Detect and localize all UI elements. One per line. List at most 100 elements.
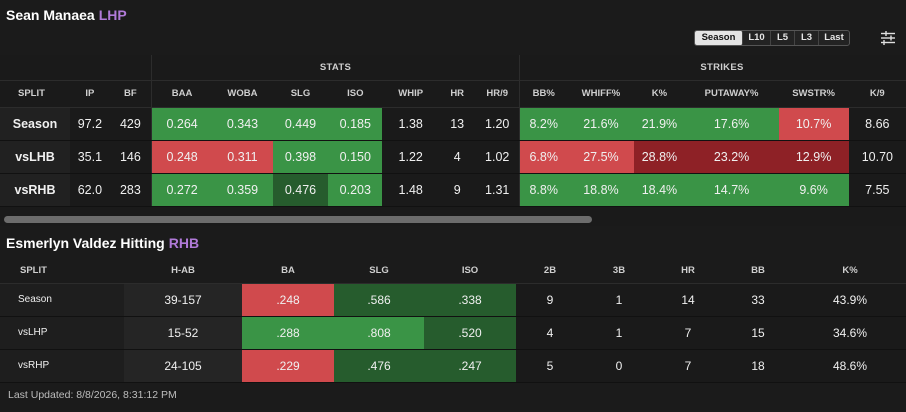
split-label: Season [0,283,124,317]
cell-hr: 7 [654,349,722,383]
pitcher-header: Sean Manaea LHP [6,6,127,24]
cell-ba: .248 [242,283,334,317]
cell-2b: 9 [516,283,584,317]
col-header-k-per-9[interactable]: K/9 [848,79,906,108]
cell-iso: 0.150 [328,140,383,174]
col-header-slg[interactable]: SLG [334,258,424,284]
hitter-hand: RHB [168,235,200,251]
range-tab-l10[interactable]: L10 [743,31,771,45]
range-tab-last[interactable]: Last [824,32,844,43]
table-row: vsLHB 35.1 146 0.248 0.311 0.398 0.150 1.22 4 1.0… [0,140,906,174]
col-header-iso[interactable]: ISO [328,79,383,108]
table-row: vsRHB 62.0 283 0.272 0.359 0.476 0.203 1.48 9 1.3… [0,173,906,207]
cell-baa: 0.248 [151,140,213,174]
col-header-k-pct[interactable]: K% [794,258,906,284]
col-header-baa[interactable]: BAA [151,79,213,108]
horizontal-scrollbar[interactable] [0,214,906,226]
cell-iso: 0.185 [328,107,383,141]
pitching-table: STATS STRIKES SPLIT IP BF BAA WOBA SLG ISO WHIP… [0,55,906,207]
cell-k-pct: 21.9% [634,107,685,141]
col-header-h-ab[interactable]: H-AB [124,258,242,284]
cell-whiff-pct: 18.8% [567,173,635,207]
filter-settings-icon[interactable] [879,30,897,46]
cell-whip: 1.48 [382,173,439,207]
col-header-putaway-pct[interactable]: PUTAWAY% [684,79,779,108]
cell-iso: 0.203 [328,173,383,207]
cell-bb-pct: 8.2% [518,107,568,141]
cell-iso: .338 [424,283,516,317]
range-tab-l3[interactable]: L3 [795,31,819,45]
cell-hr: 13 [438,107,476,141]
cell-whip: 1.38 [382,107,439,141]
group-strikes: STRIKES [518,55,906,80]
cell-k-per-9: 8.66 [848,107,906,141]
col-header-hr-per-9[interactable]: HR/9 [475,79,520,108]
cell-putaway-pct: 17.6% [684,107,779,141]
cell-3b: 0 [584,349,654,383]
split-label: vsRHB [0,173,71,207]
cell-hr: 7 [654,316,722,350]
cell-whip: 1.22 [382,140,439,174]
cell-2b: 4 [516,316,584,350]
cell-slg: 0.476 [272,173,329,207]
hitter-header: Esmerlyn Valdez Hitting RHB [6,234,199,252]
cell-woba: 0.311 [212,140,273,174]
table-row: Season 97.2 429 0.264 0.343 0.449 0.185 1.38 13 1… [0,107,906,141]
cell-slg: 0.449 [272,107,329,141]
cell-iso: .247 [424,349,516,383]
cell-3b: 1 [584,283,654,317]
col-header-iso[interactable]: ISO [424,258,516,284]
col-header-3b[interactable]: 3B [584,258,654,284]
cell-ip: 97.2 [70,107,110,141]
col-header-ip[interactable]: IP [70,79,110,108]
cell-bf: 283 [109,173,152,207]
cell-hr-per-9: 1.02 [475,140,520,174]
range-selector: Season L10 L5 L3 Last [694,30,850,46]
col-header-split[interactable]: SPLIT [0,79,71,108]
cell-h-ab: 39-157 [124,283,242,317]
cell-k-pct: 34.6% [794,316,906,350]
hitting-table-container: SPLIT H-AB BA SLG ISO 2B 3B HR BB K% Season 39-157… [0,258,906,383]
hitting-header-row: SPLIT H-AB BA SLG ISO 2B 3B HR BB K% [0,258,906,284]
col-header-split[interactable]: SPLIT [0,258,124,284]
hitter-name: Esmerlyn Valdez Hitting [6,235,165,251]
col-header-whiff-pct[interactable]: WHIFF% [567,79,635,108]
cell-bb: 15 [722,316,794,350]
col-header-ba[interactable]: BA [242,258,334,284]
group-stats: STATS [151,55,520,80]
col-header-k-pct[interactable]: K% [634,79,685,108]
cell-k-per-9: 7.55 [848,173,906,207]
cell-3b: 1 [584,316,654,350]
col-header-bb[interactable]: BB [722,258,794,284]
col-header-slg[interactable]: SLG [272,79,329,108]
cell-k-pct: 18.4% [634,173,685,207]
cell-k-per-9: 10.70 [848,140,906,174]
cell-k-pct: 43.9% [794,283,906,317]
cell-hr: 4 [438,140,476,174]
cell-ip: 62.0 [70,173,110,207]
column-group-row: STATS STRIKES [0,55,906,80]
cell-slg: .586 [334,283,424,317]
range-tab-l5[interactable]: L5 [771,31,795,45]
range-tab-season[interactable]: Season [695,31,743,45]
col-header-bf[interactable]: BF [109,79,152,108]
scrollbar-thumb[interactable] [4,216,592,223]
hitting-table: SPLIT H-AB BA SLG ISO 2B 3B HR BB K% Season 39-157… [0,258,906,383]
cell-bb: 33 [722,283,794,317]
table-row: vsRHP 24-105.229.476.247 5 0 7 18 48.6% [0,349,906,383]
cell-bb-pct: 6.8% [518,140,568,174]
col-header-bb-pct[interactable]: BB% [518,79,568,108]
col-header-swstr-pct[interactable]: SWSTR% [778,79,849,108]
cell-woba: 0.359 [212,173,273,207]
cell-bb: 18 [722,349,794,383]
cell-hr-per-9: 1.31 [475,173,520,207]
col-header-hr[interactable]: HR [438,79,476,108]
cell-ip: 35.1 [70,140,110,174]
pitching-header-row: SPLIT IP BF BAA WOBA SLG ISO WHIP HR HR/9 BB% WHIFF… [0,79,906,108]
cell-h-ab: 15-52 [124,316,242,350]
col-header-2b[interactable]: 2B [516,258,584,284]
split-label: Season [0,107,71,141]
col-header-woba[interactable]: WOBA [212,79,273,108]
col-header-hr[interactable]: HR [654,258,722,284]
col-header-whip[interactable]: WHIP [382,79,439,108]
